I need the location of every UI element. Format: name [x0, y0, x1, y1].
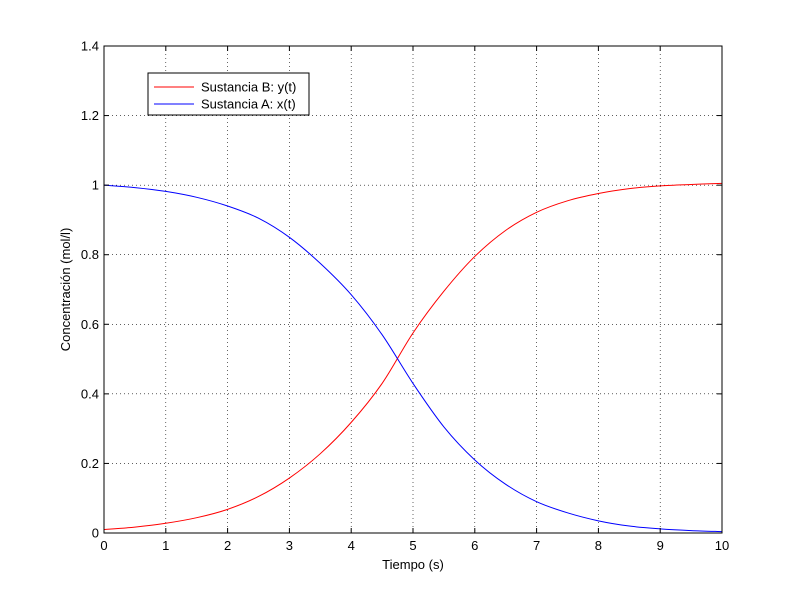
x-tick-label: 3 — [286, 538, 293, 553]
legend: Sustancia B: y(t) Sustancia A: x(t) — [147, 72, 310, 116]
x-tick-label: 0 — [100, 538, 107, 553]
x-tick-label: 7 — [533, 538, 540, 553]
y-tick-label: 1.4 — [81, 39, 99, 54]
x-tick-label: 4 — [348, 538, 355, 553]
y-tick-label: 1.2 — [81, 108, 99, 123]
x-tick-label: 2 — [224, 538, 231, 553]
x-tick-label: 9 — [657, 538, 664, 553]
x-tick-label: 6 — [471, 538, 478, 553]
grid — [104, 46, 722, 533]
y-axis-label: Concentración (mol/l) — [58, 228, 73, 352]
x-tick-label: 5 — [409, 538, 416, 553]
series-line-0 — [103, 182, 723, 531]
x-tick-label: 10 — [715, 538, 729, 553]
tick-labels: 0 1 2 3 4 5 6 7 8 9 10 0 0.2 0.4 0.6 0.8 1 1.2 1.4 — [81, 39, 729, 554]
series-line-1 — [103, 184, 723, 533]
y-tick-label: 0.4 — [81, 386, 99, 401]
y-tick-label: 0.8 — [81, 247, 99, 262]
y-tick-label: 0 — [92, 526, 99, 541]
y-tick-label: 1 — [92, 178, 99, 193]
series-layer — [103, 182, 723, 533]
legend-box — [147, 72, 310, 116]
x-tick-label: 8 — [595, 538, 602, 553]
x-tick-label: 1 — [162, 538, 169, 553]
ticks — [103, 45, 723, 534]
legend-label-sustancia-a: Sustancia A: x(t) — [201, 97, 296, 112]
legend-label-sustancia-b: Sustancia B: y(t) — [201, 80, 296, 95]
y-tick-label: 0.6 — [81, 317, 99, 332]
x-axis-label: Tiempo (s) — [382, 557, 444, 572]
y-tick-label: 0.2 — [81, 456, 99, 471]
plot-background — [104, 46, 722, 533]
